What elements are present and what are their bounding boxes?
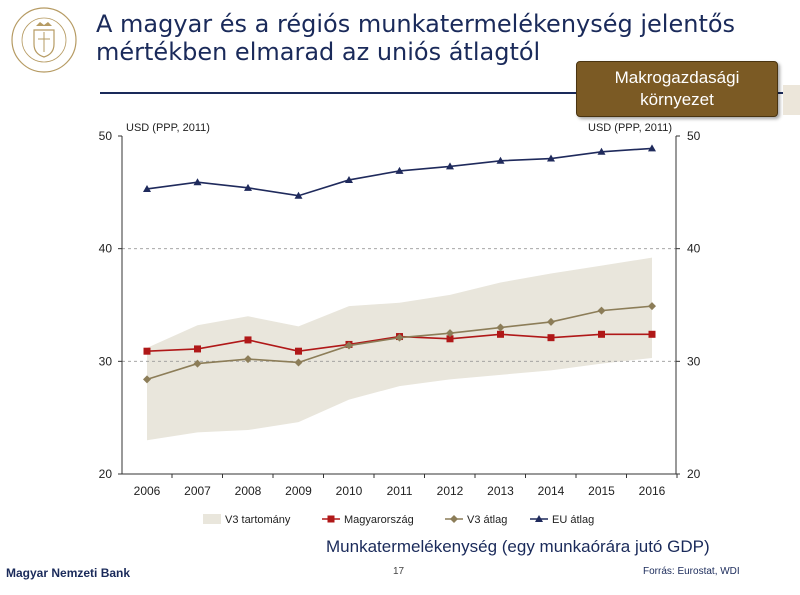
right-axis-label: USD (PPP, 2011)	[588, 122, 672, 134]
v3-avg-point	[597, 306, 606, 315]
legend-label-hungary: Magyarország	[344, 514, 414, 526]
badge-line-1: Makrogazdasági	[614, 68, 740, 87]
title-line-2: mértékben elmarad az uniós átlagtól	[96, 38, 541, 66]
footer-source: Forrás: Eurostat, WDI	[643, 566, 740, 577]
eu-avg-point	[143, 184, 151, 192]
right-tick-label-20: 20	[687, 467, 701, 481]
eu-avg-point	[446, 162, 454, 170]
legend-eu-avg-marker	[535, 515, 543, 522]
v3-avg-point	[244, 355, 252, 364]
x-tick-label-2015: 2015	[588, 484, 615, 498]
v3-avg-point	[446, 329, 454, 338]
x-tick-label-2014: 2014	[538, 484, 565, 498]
left-tick-label-30: 30	[99, 354, 113, 368]
eu-avg-point	[244, 183, 252, 191]
hungary-point	[497, 330, 504, 338]
x-tick-label-2007: 2007	[184, 484, 211, 498]
legend-v3-avg-marker	[450, 515, 458, 523]
left-tick-label-40: 40	[99, 242, 113, 256]
hungary-point	[194, 345, 201, 353]
x-tick-label-2010: 2010	[336, 484, 363, 498]
x-tick-label-2006: 2006	[134, 484, 161, 498]
hungary-point	[244, 336, 252, 344]
page-number: 17	[393, 566, 405, 577]
x-tick-label-2011: 2011	[387, 484, 413, 498]
v3-avg-point	[547, 317, 555, 326]
legend-hungary-marker	[327, 515, 335, 523]
page-title: A magyar és a régiós munkatermelékenység…	[96, 10, 736, 66]
hungary-point	[547, 334, 555, 342]
hungary-point	[598, 330, 605, 338]
eu-avg-point	[496, 156, 505, 164]
decorative-strip	[783, 85, 800, 115]
x-tick-label-2012: 2012	[437, 484, 464, 498]
productivity-chart: 20 20 30 30 40 40 50 50 USD (PPP, 2011) USD (PPP,…	[99, 122, 701, 526]
v3-avg-point	[143, 375, 151, 384]
hungary-point	[295, 347, 302, 355]
eu-avg-point	[547, 154, 555, 162]
x-tick-label-2009: 2009	[285, 484, 312, 498]
eu-avg-point	[294, 191, 303, 199]
hungary-point	[446, 335, 454, 343]
v3-avg-point	[345, 341, 353, 350]
eu-avg-point	[193, 178, 202, 186]
eu-avg-point	[345, 175, 353, 183]
v3-avg-point	[496, 323, 505, 332]
section-badge: Makrogazdasági környezet	[576, 61, 778, 117]
footer-bank-name: Magyar Nemzeti Bank	[6, 566, 131, 580]
eu-avg-point	[648, 144, 656, 152]
x-tick-label-2008: 2008	[235, 484, 262, 498]
v3-avg-point	[395, 333, 404, 342]
eu-avg-point	[597, 147, 606, 155]
title-line-1: A magyar és a régiós munkatermelékenység…	[96, 10, 736, 38]
left-tick-label-20: 20	[99, 467, 113, 481]
right-tick-label-50: 50	[687, 129, 701, 143]
legend-band-swatch	[203, 514, 221, 524]
v3-range-band	[147, 257, 652, 441]
right-tick-label-30: 30	[687, 354, 701, 368]
v3-avg-point	[294, 358, 303, 367]
legend-label-v3-avg: V3 átlag	[467, 514, 507, 526]
x-tick-label-2016: 2016	[639, 484, 666, 498]
title-rule	[100, 92, 790, 94]
left-axis-label: USD (PPP, 2011)	[126, 122, 210, 134]
right-tick-label-40: 40	[687, 242, 701, 256]
hungary-point	[648, 330, 656, 338]
chart-subtitle: Munkatermelékenység (egy munkaórára jutó…	[326, 537, 710, 556]
v3-avg-point	[193, 359, 202, 368]
x-tick-label-2013: 2013	[487, 484, 514, 498]
legend-label-band: V3 tartomány	[225, 514, 291, 526]
badge-line-2: környezet	[640, 90, 714, 109]
legend-label-eu-avg: EU átlag	[552, 514, 594, 526]
hungary-point	[143, 347, 151, 355]
left-tick-label-50: 50	[99, 129, 113, 143]
mnb-logo	[11, 7, 77, 73]
eu-avg-point	[395, 166, 404, 174]
v3-avg-point	[648, 302, 656, 311]
